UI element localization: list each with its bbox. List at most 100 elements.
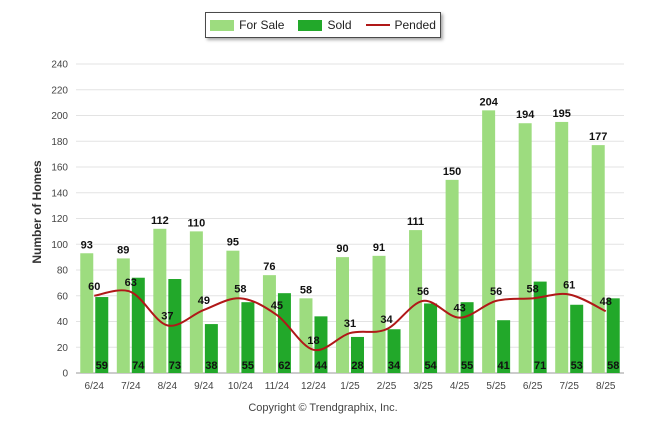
data-label-pended: 49 xyxy=(198,295,210,307)
bar-sold xyxy=(533,281,547,373)
x-tick-label: 9/24 xyxy=(194,381,214,392)
data-label-for-sale: 177 xyxy=(589,131,607,143)
x-tick-label: 12/24 xyxy=(301,381,326,392)
bar-sold xyxy=(570,304,584,373)
y-tick-label: 160 xyxy=(51,163,68,174)
x-tick-label: 8/25 xyxy=(596,381,616,392)
data-label-pended: 63 xyxy=(125,277,137,289)
data-label-for-sale: 76 xyxy=(263,261,275,273)
data-label-pended: 58 xyxy=(527,283,539,295)
data-label-sold: 74 xyxy=(132,360,145,372)
y-tick-label: 60 xyxy=(57,291,69,302)
copyright-text: Copyright © Trendgraphix, Inc. xyxy=(248,402,398,414)
data-label-sold: 73 xyxy=(169,360,181,372)
bar-sold xyxy=(387,329,401,373)
bar-sold xyxy=(314,316,328,373)
bar-for-sale xyxy=(116,258,130,373)
x-tick-label: 2/25 xyxy=(377,381,397,392)
data-label-for-sale: 110 xyxy=(187,217,205,229)
data-label-pended: 56 xyxy=(490,286,502,298)
y-tick-label: 140 xyxy=(51,188,68,199)
data-label-for-sale: 93 xyxy=(81,239,93,251)
data-label-pended: 45 xyxy=(271,300,283,312)
chart-legend: For Sale Sold Pended xyxy=(205,12,441,38)
data-label-sold: 55 xyxy=(461,360,473,372)
x-tick-label: 1/25 xyxy=(340,381,360,392)
data-label-pended: 31 xyxy=(344,318,356,330)
y-tick-label: 200 xyxy=(51,111,68,122)
bar-sold xyxy=(95,297,109,373)
x-tick-label: 3/25 xyxy=(413,381,433,392)
bar-sold xyxy=(131,277,145,373)
data-label-for-sale: 90 xyxy=(336,243,348,255)
bar-for-sale xyxy=(591,145,605,373)
data-label-pended: 60 xyxy=(88,281,100,293)
x-tick-label: 10/24 xyxy=(228,381,253,392)
bar-for-sale xyxy=(372,255,386,373)
data-label-for-sale: 195 xyxy=(553,108,571,120)
bar-for-sale xyxy=(482,110,496,373)
data-label-sold: 28 xyxy=(351,360,363,372)
data-label-sold: 41 xyxy=(498,360,510,372)
legend-label-for-sale: For Sale xyxy=(239,18,285,32)
x-tick-label: 6/24 xyxy=(85,381,105,392)
y-tick-label: 100 xyxy=(51,240,68,251)
data-label-for-sale: 204 xyxy=(479,96,498,108)
data-label-sold: 38 xyxy=(205,360,217,372)
y-tick-label: 80 xyxy=(57,266,69,277)
bar-sold xyxy=(277,293,291,373)
data-label-pended: 43 xyxy=(453,303,465,315)
legend-swatch-for-sale xyxy=(210,19,235,31)
legend-label-sold: Sold xyxy=(327,18,352,32)
bar-for-sale xyxy=(153,228,167,373)
data-label-sold: 55 xyxy=(242,360,254,372)
x-tick-label: 8/24 xyxy=(158,381,178,392)
data-label-for-sale: 194 xyxy=(516,109,535,121)
data-label-sold: 34 xyxy=(388,360,401,372)
data-label-for-sale: 111 xyxy=(407,216,424,228)
bar-for-sale xyxy=(555,121,569,373)
y-tick-label: 0 xyxy=(62,369,68,380)
bar-for-sale xyxy=(518,123,532,373)
data-label-pended: 18 xyxy=(307,335,319,347)
data-label-pended: 61 xyxy=(563,279,575,291)
y-axis-title: Number of Homes xyxy=(30,160,44,264)
x-tick-label: 7/24 xyxy=(121,381,141,392)
bar-sold xyxy=(606,298,620,373)
data-label-for-sale: 112 xyxy=(151,215,169,227)
y-tick-label: 220 xyxy=(51,85,68,96)
data-label-for-sale: 91 xyxy=(373,242,385,254)
x-tick-label: 5/25 xyxy=(486,381,506,392)
legend-swatch-sold xyxy=(298,19,323,31)
data-label-pended: 48 xyxy=(600,296,612,308)
data-label-sold: 62 xyxy=(278,360,290,372)
bar-sold xyxy=(241,302,255,373)
bar-for-sale xyxy=(80,253,94,373)
bar-for-sale xyxy=(262,275,276,373)
x-tick-label: 7/25 xyxy=(559,381,579,392)
legend-item-pended[interactable]: Pended xyxy=(365,18,436,32)
data-label-for-sale: 58 xyxy=(300,284,312,296)
legend-item-sold[interactable]: Sold xyxy=(298,18,352,32)
bar-for-sale xyxy=(336,257,349,373)
data-label-sold: 71 xyxy=(534,360,546,372)
legend-swatch-pended xyxy=(365,24,390,26)
data-label-for-sale: 150 xyxy=(443,166,461,178)
legend-item-for-sale[interactable]: For Sale xyxy=(210,18,284,32)
bar-sold xyxy=(424,303,438,373)
x-tick-label: 4/25 xyxy=(450,381,470,392)
line-pended xyxy=(94,289,607,352)
data-label-sold: 58 xyxy=(607,360,619,372)
bar-sold xyxy=(497,320,511,373)
data-label-for-sale: 95 xyxy=(227,237,239,249)
y-tick-label: 40 xyxy=(57,317,69,328)
data-label-pended: 37 xyxy=(161,310,173,322)
bar-for-sale xyxy=(445,179,459,373)
x-tick-label: 11/24 xyxy=(265,381,290,392)
bar-sold xyxy=(351,336,364,373)
data-label-pended: 58 xyxy=(234,283,246,295)
data-label-pended: 34 xyxy=(380,314,393,326)
bar-for-sale xyxy=(189,231,203,373)
